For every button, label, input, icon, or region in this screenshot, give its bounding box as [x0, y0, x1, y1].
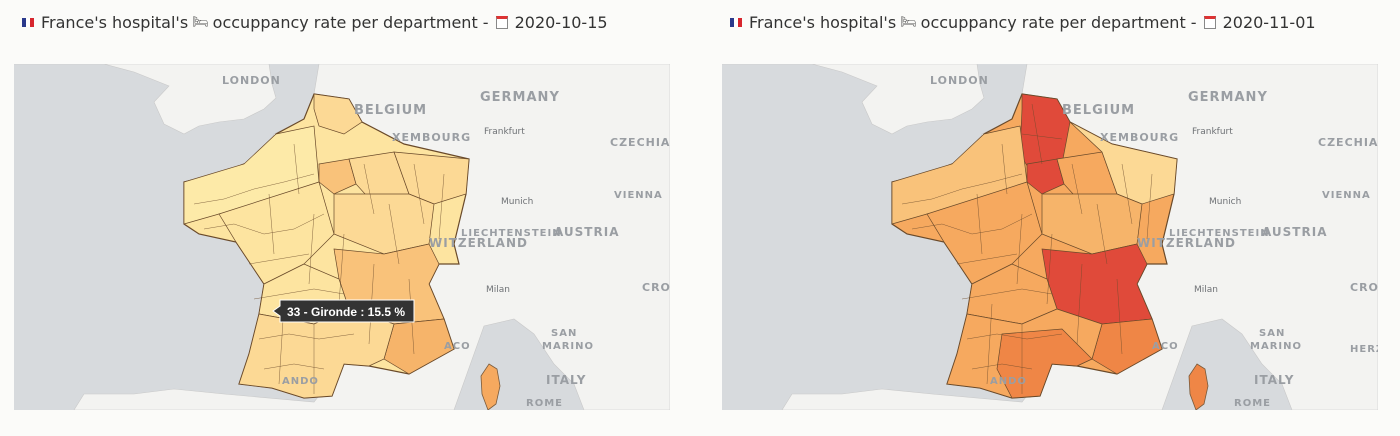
- title-text: France's hospital's: [749, 12, 897, 32]
- calendar-icon: [1203, 15, 1216, 29]
- corsica: [480, 363, 501, 410]
- label-germany: GERMANY: [1188, 90, 1268, 105]
- label-croatia: CRO: [1350, 281, 1378, 294]
- choropleth-map[interactable]: LONDON BELGIUM GERMANY XEMBOURG Frankfur…: [722, 64, 1378, 410]
- label-london: LONDON: [222, 74, 281, 87]
- label-austria: AUSTRIA: [1262, 225, 1327, 239]
- corsica: [1188, 363, 1209, 410]
- label-milan: Milan: [1194, 285, 1218, 295]
- calendar-icon: [495, 15, 508, 29]
- label-frankfurt: Frankfurt: [484, 127, 525, 137]
- label-andorra: ANDO: [990, 376, 1027, 387]
- dept-paris[interactable]: [1026, 158, 1065, 195]
- label-liechtenstein: LIECHTENSTEIN: [1169, 228, 1270, 239]
- label-rome: ROME: [1234, 398, 1271, 409]
- dept-nord[interactable]: [313, 93, 363, 135]
- title-text: France's hospital's: [41, 12, 189, 32]
- label-croatia: CRO: [642, 281, 670, 294]
- label-czechia: CZECHIA: [610, 136, 670, 149]
- label-germany: GERMANY: [480, 90, 560, 105]
- title-suffix: occuppancy rate per department -: [920, 12, 1197, 32]
- label-italy: ITALY: [1254, 373, 1294, 387]
- dept-occitanie[interactable]: [996, 328, 1093, 399]
- bed-icon: 🛏: [192, 14, 209, 30]
- map-panel-2020-11-01: France's hospital's 🛏 occuppancy rate pe…: [722, 0, 1382, 436]
- label-austria: AUSTRIA: [554, 225, 619, 239]
- dept-grand-est[interactable]: [393, 151, 470, 205]
- map-svg[interactable]: LONDON BELGIUM GERMANY XEMBOURG Frankfur…: [722, 64, 1378, 410]
- label-san: SAN: [1259, 328, 1285, 339]
- label-switzerland: WITZERLAND: [1137, 236, 1236, 250]
- label-vienna: VIENNA: [614, 190, 663, 201]
- label-luxembourg: XEMBOURG: [1100, 131, 1179, 144]
- label-belgium: BELGIUM: [354, 103, 427, 118]
- label-munich: Munich: [1209, 197, 1241, 207]
- choropleth-map[interactable]: LONDON BELGIUM GERMANY XEMBOURG Frankfur…: [14, 64, 670, 410]
- france-flag-icon: [730, 17, 742, 27]
- bed-icon: 🛏: [900, 14, 917, 30]
- label-aco: ACO: [1152, 341, 1179, 352]
- department-borders: [901, 103, 1153, 394]
- label-marino: MARINO: [542, 341, 594, 352]
- label-milan: Milan: [486, 285, 510, 295]
- title-date: 2020-10-15: [514, 12, 608, 32]
- title-date: 2020-11-01: [1222, 12, 1316, 32]
- label-london: LONDON: [930, 74, 989, 87]
- panel-title: France's hospital's 🛏 occuppancy rate pe…: [730, 10, 1316, 34]
- label-czechia: CZECHIA: [1318, 136, 1378, 149]
- label-aco: ACO: [444, 341, 471, 352]
- label-rome: ROME: [526, 398, 563, 409]
- france-flag-icon: [22, 17, 34, 27]
- label-switzerland: WITZERLAND: [429, 236, 528, 250]
- tooltip-text: 33 - Gironde : 15.5 %: [287, 305, 405, 319]
- label-marino: MARINO: [1250, 341, 1302, 352]
- panel-title: France's hospital's 🛏 occuppancy rate pe…: [22, 10, 608, 34]
- hover-tooltip: 33 - Gironde : 15.5 %: [272, 299, 415, 323]
- label-herz: HERZ: [1350, 344, 1378, 355]
- uk-land: [14, 64, 277, 135]
- label-luxembourg: XEMBOURG: [392, 131, 471, 144]
- title-suffix: occuppancy rate per department -: [212, 12, 489, 32]
- label-munich: Munich: [501, 197, 533, 207]
- label-liechtenstein: LIECHTENSTEIN: [461, 228, 562, 239]
- label-italy: ITALY: [546, 373, 586, 387]
- map-svg[interactable]: LONDON BELGIUM GERMANY XEMBOURG Frankfur…: [14, 64, 670, 410]
- label-andorra: ANDO: [282, 376, 319, 387]
- label-vienna: VIENNA: [1322, 190, 1371, 201]
- uk-land: [722, 64, 985, 135]
- map-panel-2020-10-15: France's hospital's 🛏 occuppancy rate pe…: [14, 0, 674, 436]
- label-san: SAN: [551, 328, 577, 339]
- label-belgium: BELGIUM: [1062, 103, 1135, 118]
- dept-grand-est[interactable]: [1069, 121, 1178, 205]
- label-frankfurt: Frankfurt: [1192, 127, 1233, 137]
